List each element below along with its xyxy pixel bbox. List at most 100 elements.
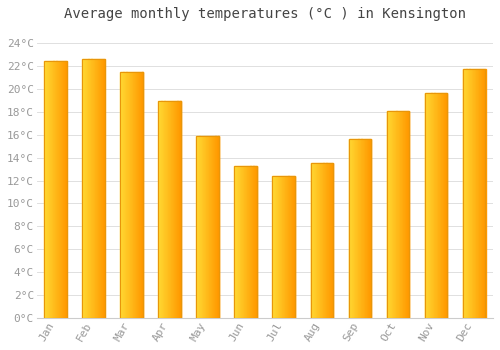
Bar <box>197 136 198 318</box>
Bar <box>407 111 408 318</box>
Bar <box>208 136 210 318</box>
Bar <box>130 72 131 318</box>
Bar <box>196 136 220 318</box>
Bar <box>100 60 102 318</box>
Bar <box>244 166 245 318</box>
Bar <box>424 92 448 318</box>
Bar <box>93 60 94 318</box>
Bar <box>60 61 61 318</box>
Bar <box>179 100 180 318</box>
Bar <box>366 139 367 318</box>
Bar <box>51 61 52 318</box>
Bar <box>211 136 212 318</box>
Bar <box>462 69 485 318</box>
Bar <box>202 136 203 318</box>
Bar <box>102 60 103 318</box>
Bar <box>82 60 105 318</box>
Bar <box>326 163 328 318</box>
Bar <box>386 111 409 318</box>
Bar <box>50 61 51 318</box>
Bar <box>465 69 466 318</box>
Bar <box>427 92 428 318</box>
Bar <box>131 72 132 318</box>
Bar <box>277 176 278 318</box>
Bar <box>480 69 481 318</box>
Bar <box>353 139 354 318</box>
Bar <box>243 166 244 318</box>
Bar <box>398 111 400 318</box>
Bar <box>348 139 372 318</box>
Bar <box>362 139 363 318</box>
Bar <box>124 72 125 318</box>
Bar <box>163 100 164 318</box>
Bar <box>125 72 126 318</box>
Bar <box>84 60 86 318</box>
Bar <box>140 72 141 318</box>
Bar <box>434 92 436 318</box>
Bar <box>358 139 360 318</box>
Bar <box>217 136 218 318</box>
Bar <box>444 92 445 318</box>
Bar <box>314 163 315 318</box>
Bar <box>388 111 389 318</box>
Bar <box>120 72 143 318</box>
Bar <box>289 176 290 318</box>
Bar <box>82 60 83 318</box>
Bar <box>58 61 59 318</box>
Bar <box>256 166 258 318</box>
Bar <box>430 92 431 318</box>
Bar <box>159 100 160 318</box>
Bar <box>121 72 122 318</box>
Bar <box>272 176 274 318</box>
Bar <box>205 136 206 318</box>
Bar <box>59 61 60 318</box>
Bar <box>66 61 67 318</box>
Bar <box>242 166 243 318</box>
Bar <box>484 69 486 318</box>
Bar <box>471 69 472 318</box>
Bar <box>315 163 316 318</box>
Bar <box>55 61 56 318</box>
Bar <box>360 139 362 318</box>
Bar <box>94 60 96 318</box>
Bar <box>44 61 67 318</box>
Bar <box>169 100 170 318</box>
Bar <box>405 111 406 318</box>
Bar <box>92 60 93 318</box>
Bar <box>290 176 291 318</box>
Bar <box>239 166 240 318</box>
Bar <box>166 100 167 318</box>
Bar <box>234 166 236 318</box>
Bar <box>294 176 296 318</box>
Bar <box>466 69 468 318</box>
Bar <box>89 60 90 318</box>
Bar <box>283 176 284 318</box>
Bar <box>52 61 54 318</box>
Bar <box>204 136 205 318</box>
Bar <box>313 163 314 318</box>
Bar <box>437 92 438 318</box>
Bar <box>170 100 172 318</box>
Bar <box>468 69 469 318</box>
Bar <box>137 72 138 318</box>
Bar <box>439 92 440 318</box>
Bar <box>433 92 434 318</box>
Bar <box>135 72 136 318</box>
Bar <box>468 69 469 318</box>
Bar <box>325 163 326 318</box>
Bar <box>481 69 482 318</box>
Bar <box>88 60 90 318</box>
Bar <box>442 92 443 318</box>
Bar <box>238 166 239 318</box>
Bar <box>236 166 238 318</box>
Bar <box>99 60 100 318</box>
Bar <box>172 100 173 318</box>
Bar <box>390 111 391 318</box>
Bar <box>235 166 236 318</box>
Bar <box>167 100 168 318</box>
Bar <box>252 166 254 318</box>
Bar <box>470 69 471 318</box>
Bar <box>104 60 105 318</box>
Bar <box>64 61 65 318</box>
Bar <box>83 60 84 318</box>
